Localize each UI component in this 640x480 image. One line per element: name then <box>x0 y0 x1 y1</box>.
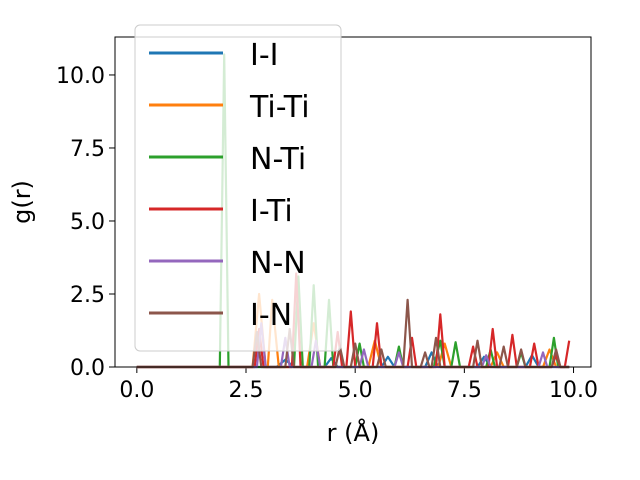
y-axis-label: g(r) <box>8 180 36 224</box>
y-tick-label: 0.0 <box>70 356 105 381</box>
x-tick-label: 7.5 <box>447 378 482 403</box>
x-tick-label: 10.0 <box>549 378 598 403</box>
plot-frame <box>114 36 592 368</box>
x-tick-label: 5.0 <box>338 378 373 403</box>
legend-label: I-N <box>250 298 292 333</box>
legend-label: I-I <box>250 38 279 73</box>
x-axis-label: r (Å) <box>327 418 380 447</box>
legend: I-I Ti-Ti N-Ti I-Ti N-N I-N <box>134 24 342 352</box>
y-tick-label: 10.0 <box>56 64 105 89</box>
legend-label: I-Ti <box>250 194 293 229</box>
legend-label: N-Ti <box>250 142 306 177</box>
x-tick-label: 0.0 <box>119 378 154 403</box>
legend-label: N-N <box>250 246 306 281</box>
y-tick-label: 7.5 <box>70 137 105 162</box>
x-tick-label: 2.5 <box>229 378 264 403</box>
y-tick-label: 5.0 <box>70 210 105 235</box>
legend-label: Ti-Ti <box>249 90 310 125</box>
y-tick-label: 2.5 <box>70 283 105 308</box>
tick-layer: 0.0 2.5 5.0 7.5 10.0 0.0 2.5 5.0 7.5 10.0 <box>56 64 598 403</box>
legend-box <box>134 24 342 352</box>
